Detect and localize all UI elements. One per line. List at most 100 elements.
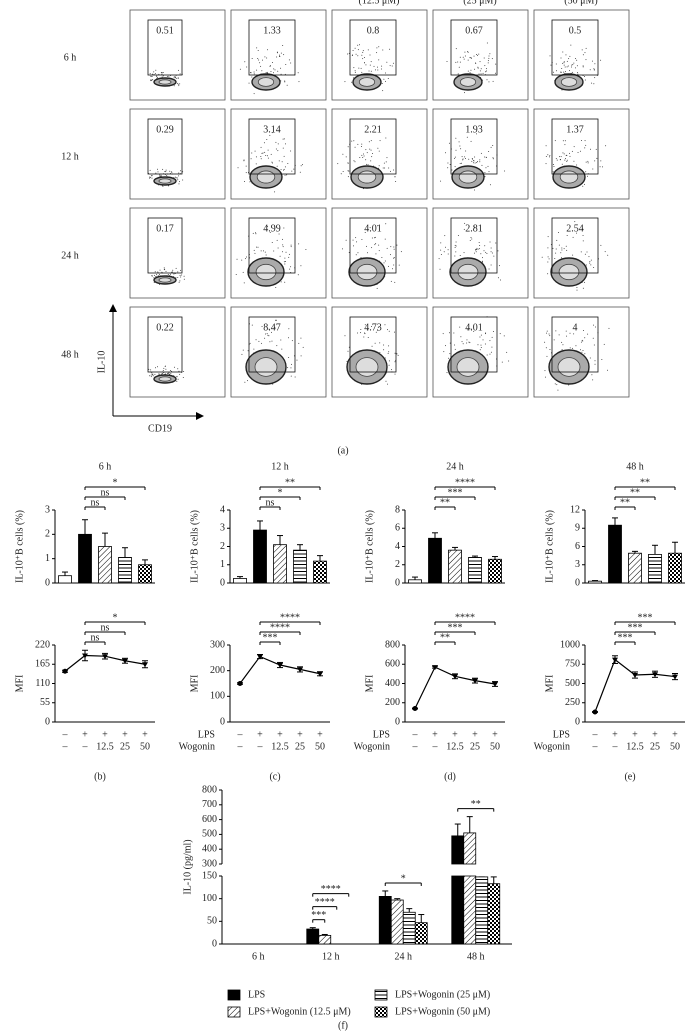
cell-dot <box>603 343 605 345</box>
cell-dot <box>594 63 596 65</box>
cell-dot <box>388 364 390 366</box>
cell-dot <box>594 77 596 79</box>
cell-dot <box>151 177 153 179</box>
cell-dot <box>447 162 449 164</box>
cell-dot <box>369 227 371 229</box>
cell-dot <box>506 351 508 353</box>
cell-dot <box>272 72 274 74</box>
cell-dot <box>563 64 565 66</box>
significance: *** <box>448 622 463 633</box>
cell-dot <box>374 236 376 238</box>
cell-dot <box>363 62 365 64</box>
cell-dot <box>148 368 150 370</box>
cell-dot <box>359 156 361 158</box>
cell-dot <box>465 150 467 152</box>
cell-dot <box>484 343 486 345</box>
cell-dot <box>253 93 255 95</box>
cell-dot <box>155 275 157 277</box>
cell-dot <box>296 359 298 361</box>
cell-dot <box>155 367 157 369</box>
gate-value: 1.37 <box>566 124 584 135</box>
cell-dot <box>244 61 246 63</box>
cell-dot <box>180 269 182 271</box>
cell-dot <box>288 328 290 330</box>
cell-dot <box>377 329 379 331</box>
cell-dot <box>484 156 486 158</box>
cell-dot <box>163 267 165 269</box>
cell-dot <box>475 249 477 251</box>
cell-dot <box>354 70 356 72</box>
cell-dot <box>392 268 394 270</box>
cell-dot <box>348 170 350 172</box>
cell-dot <box>276 51 278 53</box>
cell-dot <box>561 68 563 70</box>
cell-dot <box>150 369 152 371</box>
row-name: LPS <box>373 729 390 740</box>
cell-dot <box>481 164 483 166</box>
cell-core <box>255 263 277 281</box>
cell-dot <box>387 352 389 354</box>
cell-density <box>549 44 602 91</box>
cell-dot <box>177 83 179 85</box>
cell-dot <box>260 146 262 148</box>
cell-dot <box>569 55 571 57</box>
cell-core <box>158 178 172 184</box>
cell-dot <box>448 332 450 334</box>
cell-dot <box>457 234 459 236</box>
cell-dot <box>177 368 179 370</box>
cell-dot <box>562 140 564 142</box>
cell-dot <box>278 233 280 235</box>
cell-dot <box>293 168 295 170</box>
cell-dot <box>393 257 395 259</box>
cell-dot <box>340 173 342 175</box>
cell-dot <box>485 68 487 70</box>
cell-dot <box>394 373 396 375</box>
cell-dot <box>297 274 299 276</box>
row-name: LPS <box>198 729 215 740</box>
cell-dot <box>157 366 159 368</box>
cell-dot <box>587 162 589 164</box>
cell-dot <box>605 145 607 147</box>
flow-panel <box>432 306 529 398</box>
cell-dot <box>448 357 450 359</box>
cell-dot <box>391 369 393 371</box>
cell-dot <box>565 245 567 247</box>
flow-panel <box>230 108 327 200</box>
cell-dot <box>284 80 286 82</box>
significance: **** <box>315 897 335 908</box>
chart-title: 12 h <box>271 461 289 472</box>
cell-dot <box>385 137 387 139</box>
cell-dot <box>348 251 350 253</box>
cell-dot <box>492 145 494 147</box>
cell-dot <box>489 53 491 55</box>
cell-dot <box>454 156 456 158</box>
cell-dot <box>280 67 282 69</box>
cell-dot <box>500 279 502 281</box>
cell-dot <box>546 355 548 357</box>
significance: ** <box>285 477 295 488</box>
point <box>277 663 283 669</box>
cell-dot <box>476 161 478 163</box>
point <box>237 681 243 686</box>
cell-dot <box>258 340 260 342</box>
panel-label: (b) <box>94 771 106 782</box>
cell-dot <box>153 274 155 276</box>
cell-dot <box>384 324 386 326</box>
cell-dot <box>160 174 162 176</box>
bar <box>487 883 501 945</box>
treatment-label: 25 <box>120 741 130 752</box>
cell-dot <box>398 264 400 266</box>
cell-dot <box>280 281 282 283</box>
cell-density <box>147 168 184 187</box>
cell-dot <box>284 257 286 259</box>
cell-dot <box>595 148 597 150</box>
cell-core <box>256 170 276 184</box>
cell-dot <box>290 375 292 377</box>
cell-dot <box>173 366 175 368</box>
gate-value: 2.81 <box>465 223 483 234</box>
cell-dot <box>272 383 274 385</box>
cell-dot <box>179 274 181 276</box>
point <box>472 678 478 684</box>
flow-panel <box>129 207 226 299</box>
cell-dot <box>179 170 181 172</box>
